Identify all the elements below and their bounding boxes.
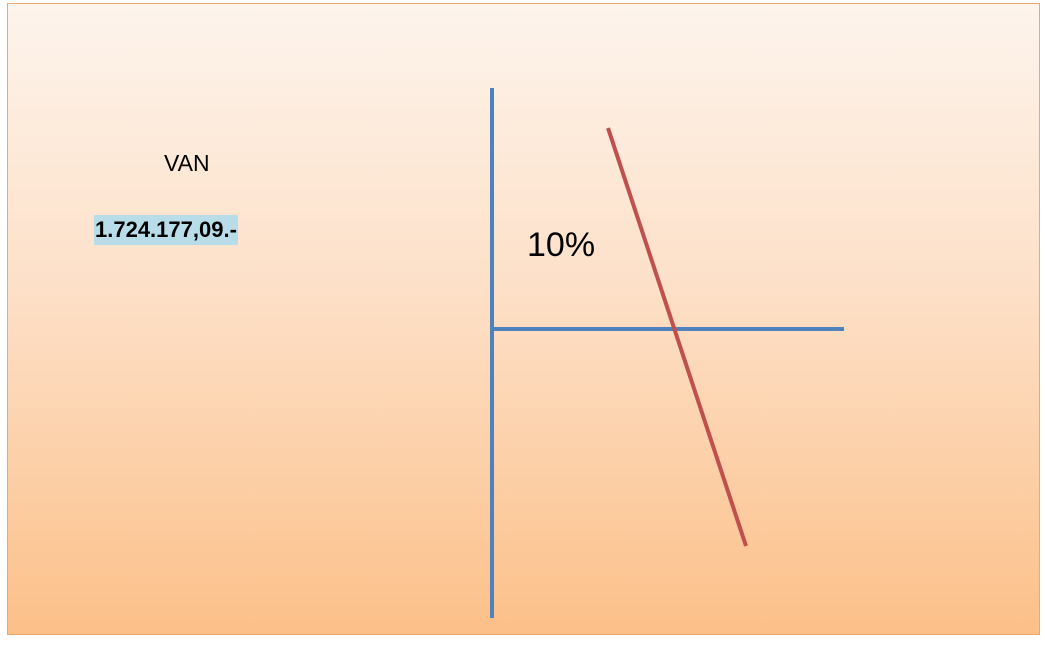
rate-label: 10%: [527, 226, 596, 264]
van-line: [606, 127, 748, 547]
van-value: 1.724.177,09.-: [94, 215, 238, 245]
diagram: [490, 88, 844, 618]
slide: VAN 1.724.177,09.- 10%: [7, 3, 1040, 635]
van-label: VAN: [164, 150, 210, 176]
